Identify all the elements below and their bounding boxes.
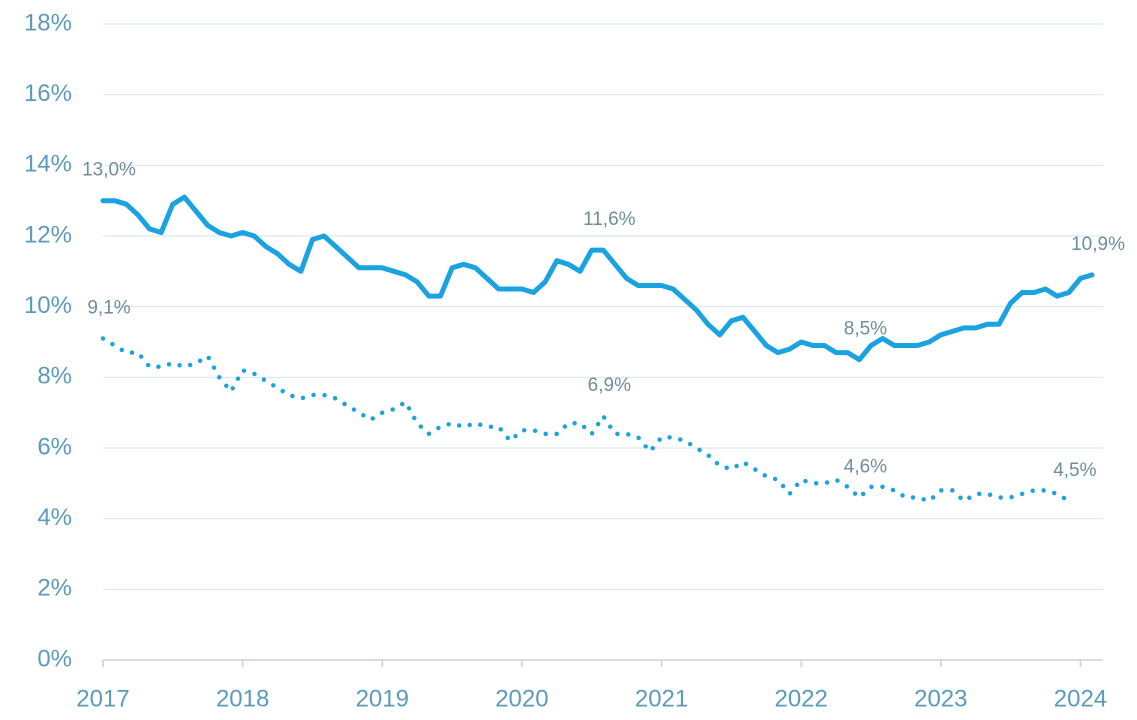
x-tick-label: 2024 xyxy=(1054,685,1107,712)
y-tick-label: 18% xyxy=(24,9,72,36)
x-tick-label: 2019 xyxy=(356,685,409,712)
x-tick-label: 2018 xyxy=(216,685,269,712)
y-tick-label: 6% xyxy=(37,433,72,460)
y-tick-label: 12% xyxy=(24,221,72,248)
x-tick-label: 2017 xyxy=(76,685,129,712)
x-tick-label: 2022 xyxy=(774,685,827,712)
x-tick-label: 2023 xyxy=(914,685,967,712)
y-tick-label: 16% xyxy=(24,80,72,107)
x-tick-label: 2020 xyxy=(495,685,548,712)
line-series xyxy=(100,194,1095,363)
data-label: 9,1% xyxy=(87,297,130,318)
data-label: 4,6% xyxy=(844,456,887,477)
y-tick-label: 4% xyxy=(37,504,72,531)
y-tick-label: 8% xyxy=(37,363,72,390)
y-tick-label: 14% xyxy=(24,151,72,178)
line-series xyxy=(100,336,1072,504)
data-label: 8,5% xyxy=(844,319,887,340)
data-label: 13,0% xyxy=(82,160,136,181)
data-label: 4,5% xyxy=(1053,460,1096,481)
y-tick-label: 10% xyxy=(24,292,72,319)
data-label: 6,9% xyxy=(588,375,631,396)
x-tick-label: 2021 xyxy=(635,685,688,712)
data-label: 10,9% xyxy=(1071,234,1125,255)
y-tick-label: 0% xyxy=(37,645,72,672)
data-label: 11,6% xyxy=(583,209,636,230)
y-tick-label: 2% xyxy=(37,575,72,602)
